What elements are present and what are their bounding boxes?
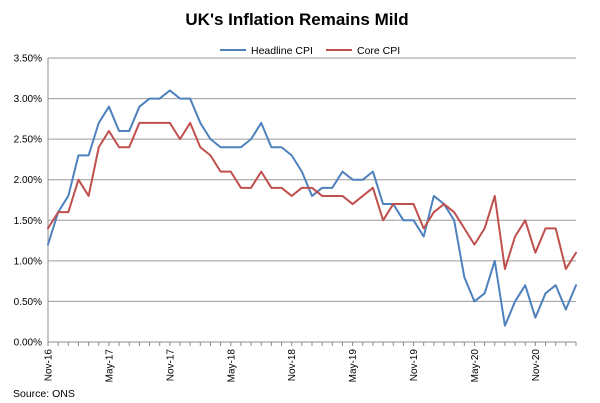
y-tick-label: 2.00% [14, 175, 42, 186]
y-tick-label: 1.50% [14, 216, 42, 227]
y-tick-label: 0.00% [14, 338, 42, 349]
x-tick-label: Nov-19 [409, 349, 420, 382]
x-tick-label: Nov-17 [165, 349, 176, 382]
y-tick-label: 2.50% [14, 135, 42, 146]
y-tick-label: 1.00% [14, 256, 42, 267]
series-line-headline-cpi [47, 89, 577, 327]
legend: Headline CPI Core CPI [220, 45, 400, 57]
x-tick-label: May-17 [104, 349, 115, 383]
legend-label-headline-cpi: Headline CPI [251, 45, 313, 57]
legend-label-core-cpi: Core CPI [357, 45, 400, 57]
x-tick-label: Nov-20 [531, 349, 542, 382]
gridlines [48, 57, 576, 302]
y-tick-label: 3.50% [14, 54, 42, 65]
x-tick-label: Nov-16 [44, 349, 55, 382]
y-tick-label: 0.50% [14, 297, 42, 308]
x-axis: Nov-16 May-17 Nov-17 May-18 Nov-18 May-19 Nov-… [44, 58, 577, 382]
x-tick-label: Nov-18 [287, 349, 298, 382]
y-axis-ticks: 0.00% 0.50% 1.00% 1.50% 2.00% 2.50% 3.00% 3.50% [14, 54, 42, 349]
y-tick-label: 3.00% [14, 94, 42, 105]
x-tick-label: May-19 [348, 349, 359, 383]
chart-title: UK's Inflation Remains Mild [185, 10, 408, 29]
series-lines [47, 89, 577, 327]
source-note: Source: ONS [13, 388, 75, 400]
series-line-core-cpi [47, 121, 577, 270]
x-tick-label: May-20 [470, 349, 481, 383]
x-tick-label: May-18 [226, 349, 237, 383]
